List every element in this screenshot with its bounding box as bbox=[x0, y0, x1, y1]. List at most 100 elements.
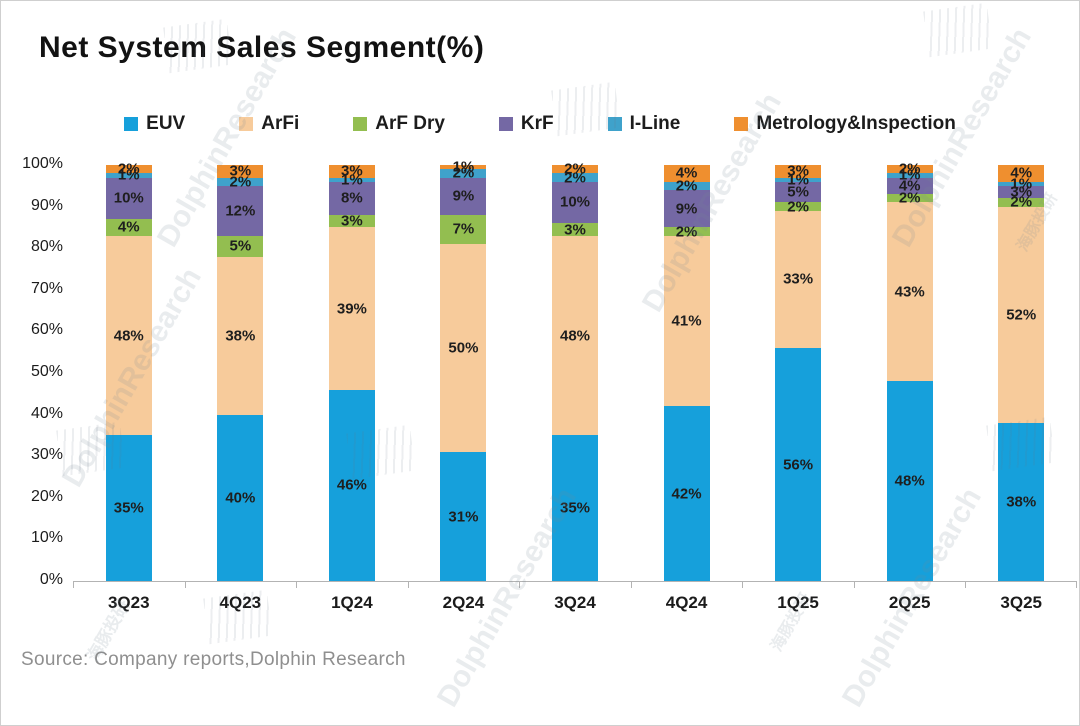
segment-label: 3% bbox=[787, 162, 809, 180]
x-tick-label: 4Q24 bbox=[665, 593, 708, 612]
segment-label: 33% bbox=[783, 270, 814, 288]
segment-label: 38% bbox=[1006, 493, 1037, 511]
x-axis-tick bbox=[519, 582, 521, 588]
legend: EUV ArFi ArF Dry KrF I-Line Metrology&Inspect… bbox=[1, 113, 1079, 135]
y-tick-label: 20% bbox=[30, 487, 63, 505]
bar-segment-krf: 9% bbox=[440, 177, 487, 215]
legend-label: ArFi bbox=[261, 113, 300, 134]
bar-segment-metrology-inspection: 2% bbox=[105, 161, 152, 178]
y-tick-label: 40% bbox=[30, 404, 63, 422]
bar-4q23: 40% 38% 5% 12% 2% 3% bbox=[217, 163, 264, 581]
segment-label: 50% bbox=[448, 339, 479, 357]
bar-segment-arf-dry: 4% bbox=[105, 219, 152, 236]
bar-1q24: 46% 39% 3% 8% 1% 3% bbox=[328, 163, 375, 581]
bar-segment-krf: 8% bbox=[328, 181, 375, 215]
bar-segment-krf: 12% bbox=[217, 185, 264, 236]
legend-label: I-Line bbox=[629, 113, 681, 134]
bar-segment-i-line: 1% bbox=[328, 171, 375, 188]
y-tick-label: 70% bbox=[30, 279, 63, 297]
source-note: Source: Company reports,Dolphin Research bbox=[21, 649, 406, 670]
bar-2q24: 31% 50% 7% 9% 2% 1% bbox=[440, 159, 487, 581]
legend-swatch-icon bbox=[124, 117, 139, 131]
x-axis-tick bbox=[742, 582, 744, 588]
legend-item-krf: KrF bbox=[498, 113, 554, 135]
chart-title: Net System Sales Segment(%) bbox=[39, 31, 485, 64]
bar-1q25: 56% 33% 2% 5% 1% 3% bbox=[775, 163, 822, 581]
segment-label: 42% bbox=[671, 485, 702, 503]
x-axis-tick bbox=[407, 582, 409, 588]
legend-item-metrology-inspection: Metrology&Inspection bbox=[734, 113, 956, 135]
bar-segment-arfi: 33% bbox=[775, 210, 822, 349]
segment-label: 40% bbox=[225, 489, 256, 507]
bar-segment-krf: 10% bbox=[552, 181, 598, 224]
bar-segment-krf: 10% bbox=[105, 177, 152, 220]
bar-segment-euv: 42% bbox=[663, 406, 710, 581]
segment-label: 3% bbox=[341, 162, 363, 180]
legend-swatch-icon bbox=[734, 117, 749, 131]
legend-label: KrF bbox=[520, 113, 554, 134]
segment-label: 9% bbox=[452, 187, 475, 205]
legend-label: ArF Dry bbox=[375, 113, 445, 134]
segment-label: 56% bbox=[783, 456, 814, 474]
bar-segment-metrology-inspection: 4% bbox=[663, 165, 710, 182]
watermark-hatch bbox=[986, 416, 1056, 472]
legend-label: EUV bbox=[146, 113, 186, 134]
bar-segment-euv: 46% bbox=[328, 389, 375, 581]
bar-segment-arfi: 41% bbox=[663, 235, 710, 407]
x-axis-tick bbox=[296, 582, 298, 588]
x-tick-label: 3Q25 bbox=[1000, 593, 1042, 612]
bar-segment-arfi: 48% bbox=[552, 235, 598, 436]
legend-swatch-icon bbox=[353, 117, 368, 131]
y-tick-label: 60% bbox=[30, 321, 63, 339]
segment-label: 12% bbox=[225, 202, 256, 220]
x-axis-tick bbox=[965, 582, 967, 588]
x-axis-tick bbox=[184, 582, 186, 588]
bar-segment-arf-dry: 2% bbox=[775, 198, 822, 215]
segment-label: 10% bbox=[559, 193, 591, 211]
segment-label: 8% bbox=[341, 189, 363, 207]
bar-segment-arf-dry: 5% bbox=[217, 235, 264, 257]
x-tick-label: 1Q24 bbox=[331, 593, 373, 612]
x-tick-label: 2Q25 bbox=[888, 593, 931, 612]
x-tick-label: 1Q25 bbox=[777, 593, 819, 612]
segment-label: 52% bbox=[1006, 306, 1037, 324]
segment-label: 4% bbox=[1010, 164, 1033, 182]
bar-segment-i-line: 2% bbox=[440, 165, 487, 182]
bar-segment-arf-dry: 3% bbox=[328, 213, 375, 230]
legend-swatch-icon bbox=[239, 117, 254, 131]
x-axis-tick bbox=[73, 582, 74, 588]
x-axis-tick bbox=[1076, 582, 1077, 588]
segment-label: 38% bbox=[225, 327, 256, 345]
bar-segment-euv: 40% bbox=[217, 414, 264, 581]
bar-segment-arfi: 39% bbox=[328, 227, 375, 390]
legend-item-i-line: I-Line bbox=[607, 113, 681, 135]
bar-segment-metrology-inspection: 3% bbox=[775, 163, 822, 180]
watermark-hatch bbox=[551, 81, 621, 137]
bar-segment-i-line: 2% bbox=[552, 169, 598, 186]
bar-segment-metrology-inspection: 1% bbox=[440, 159, 487, 176]
y-tick-label: 100% bbox=[22, 155, 63, 172]
y-tick-label: 30% bbox=[30, 446, 63, 464]
y-tick-label: 80% bbox=[30, 238, 63, 256]
bar-segment-krf: 5% bbox=[775, 181, 822, 203]
bar-segment-i-line: 1% bbox=[775, 171, 822, 188]
segment-label: 3% bbox=[341, 212, 363, 230]
bar-segment-i-line: 1% bbox=[998, 175, 1045, 192]
legend-item-euv: EUV bbox=[124, 113, 185, 135]
bar-segment-metrology-inspection: 2% bbox=[552, 161, 598, 178]
bar-segment-metrology-inspection: 4% bbox=[998, 165, 1045, 182]
x-tick-label: 4Q23 bbox=[185, 593, 297, 613]
bar-segment-i-line: 1% bbox=[105, 167, 152, 184]
y-tick-label: 90% bbox=[30, 196, 63, 214]
y-axis-labels: 0% 10% 20% 30% 40% 50% 60% 70% 80% 90% 100% bbox=[1, 155, 63, 588]
segment-label: 5% bbox=[787, 183, 809, 201]
bar-segment-euv: 31% bbox=[440, 452, 487, 581]
legend-swatch-icon bbox=[498, 117, 513, 131]
legend-item-arfi: ArFi bbox=[239, 113, 299, 135]
segment-label: 5% bbox=[229, 237, 252, 255]
segment-label: 39% bbox=[336, 300, 367, 318]
segment-label: 48% bbox=[894, 472, 925, 490]
bar-segment-i-line: 2% bbox=[217, 173, 264, 190]
legend-swatch-icon bbox=[607, 117, 622, 131]
